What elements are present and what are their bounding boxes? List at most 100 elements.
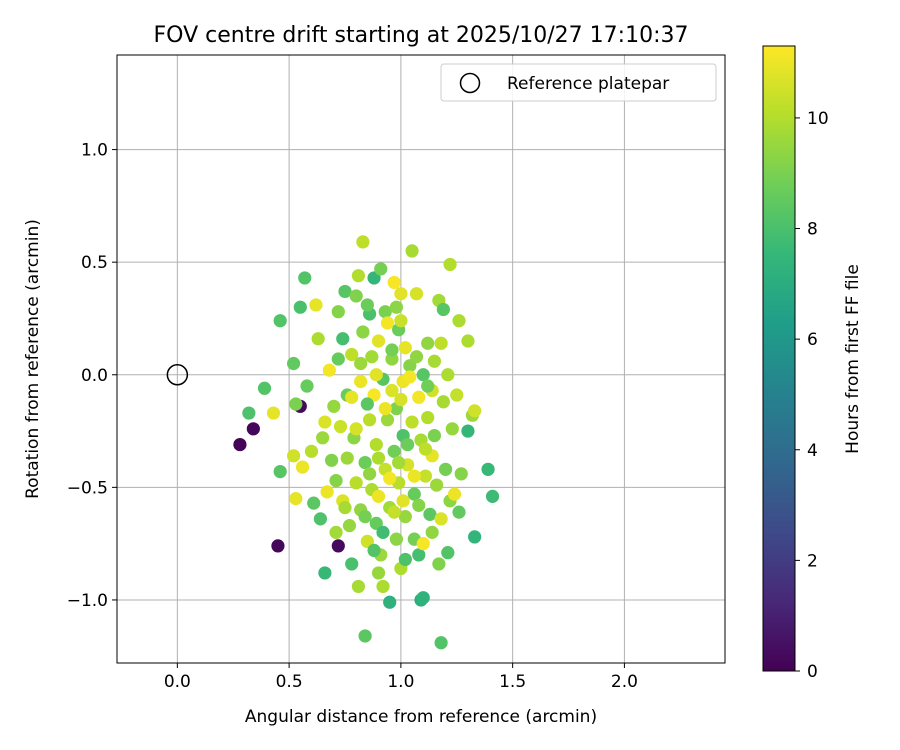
- data-point: [345, 557, 359, 571]
- data-point: [358, 629, 372, 643]
- data-point: [376, 579, 390, 594]
- data-point: [409, 287, 424, 301]
- data-point: [367, 271, 381, 285]
- data-point: [436, 395, 450, 409]
- data-point: [434, 636, 448, 650]
- data-point: [416, 537, 430, 551]
- data-point: [351, 579, 366, 594]
- data-point: [356, 235, 370, 249]
- y-axis-ticks: −1.0 −0.5 0.0 0.5 1.0: [67, 141, 117, 611]
- data-point: [450, 388, 464, 402]
- data-point: [313, 512, 328, 526]
- data-point: [354, 374, 368, 389]
- data-point: [322, 363, 336, 377]
- legend-box: [440, 63, 717, 102]
- data-point: [365, 350, 379, 364]
- data-point: [416, 368, 430, 382]
- data-point: [436, 302, 450, 317]
- data-point: [394, 287, 408, 301]
- data-point: [385, 383, 399, 398]
- data-point: [316, 431, 330, 445]
- data-point: [336, 332, 350, 346]
- x-tick-label: 2.0: [611, 672, 638, 692]
- data-point: [427, 354, 442, 368]
- x-tick-label: 1.5: [499, 672, 526, 692]
- legend-marker-icon: [459, 72, 481, 94]
- x-axis-label: Angular distance from reference (arcmin): [245, 707, 597, 727]
- data-point: [409, 350, 424, 364]
- data-point: [416, 591, 430, 605]
- data-point: [394, 392, 408, 407]
- data-point: [403, 359, 417, 373]
- data-point: [387, 275, 401, 290]
- data-point: [412, 390, 426, 404]
- data-point: [432, 557, 446, 571]
- data-point: [430, 478, 444, 492]
- data-point: [371, 489, 386, 503]
- data-point: [452, 314, 466, 328]
- data-point: [385, 343, 399, 357]
- data-point: [342, 519, 357, 533]
- y-tick-label: −1.0: [67, 591, 108, 611]
- data-point: [246, 422, 260, 436]
- data-point: [340, 451, 354, 465]
- y-axis-label: Rotation from reference (arcmin): [23, 219, 43, 499]
- data-point: [389, 300, 404, 314]
- data-point: [394, 314, 408, 328]
- colorbar-tick-label: 8: [807, 220, 818, 240]
- data-point: [447, 487, 462, 501]
- colorbar-tick-label: 0: [807, 662, 818, 682]
- data-point: [371, 566, 386, 580]
- data-point: [405, 244, 419, 258]
- data-point: [383, 595, 397, 609]
- data-point: [318, 566, 332, 580]
- data-point: [362, 467, 377, 481]
- data-point: [358, 510, 372, 524]
- legend-label: Reference platepar: [507, 74, 669, 94]
- data-point: [407, 469, 421, 483]
- data-point: [300, 379, 314, 393]
- data-point: [369, 516, 383, 530]
- x-axis-ticks: 0.0 0.5 1.0 1.5 2.0: [164, 663, 638, 692]
- data-point: [329, 525, 343, 539]
- data-point: [445, 422, 459, 436]
- data-point: [423, 507, 437, 521]
- data-point: [271, 539, 285, 553]
- data-point: [311, 332, 325, 346]
- data-point: [443, 257, 457, 272]
- y-tick-label: 0.5: [81, 253, 108, 273]
- data-point: [387, 505, 401, 519]
- data-point: [358, 455, 372, 470]
- data-point: [405, 415, 419, 429]
- legend: Reference platepar: [440, 63, 717, 102]
- reference-platepar-marker: [166, 364, 189, 386]
- data-point: [418, 469, 433, 483]
- y-tick-label: 1.0: [81, 141, 108, 161]
- plot-frame: [116, 54, 726, 664]
- data-point: [378, 305, 392, 319]
- data-point: [412, 498, 426, 512]
- data-point: [468, 404, 482, 418]
- data-point: [309, 298, 323, 312]
- data-point: [434, 336, 448, 350]
- data-point: [351, 269, 366, 283]
- data-point: [349, 422, 363, 436]
- colorbar: 0 2 4 6 8 10 Hours from first FF file: [762, 45, 863, 682]
- x-tick-label: 1.0: [387, 672, 414, 692]
- data-point: [289, 397, 303, 411]
- data-point: [421, 379, 435, 393]
- data-point: [452, 505, 466, 519]
- data-point: [367, 388, 381, 402]
- data-point: [398, 341, 412, 355]
- data-point: [392, 455, 406, 470]
- data-point: [380, 316, 395, 330]
- data-point: [345, 347, 359, 362]
- data-point: [461, 334, 475, 348]
- data-point: [360, 397, 374, 411]
- data-point: [233, 437, 247, 452]
- data-point: [425, 525, 439, 539]
- data-point: [396, 494, 410, 508]
- colorbar-tick-label: 2: [807, 551, 818, 571]
- data-point: [441, 368, 455, 382]
